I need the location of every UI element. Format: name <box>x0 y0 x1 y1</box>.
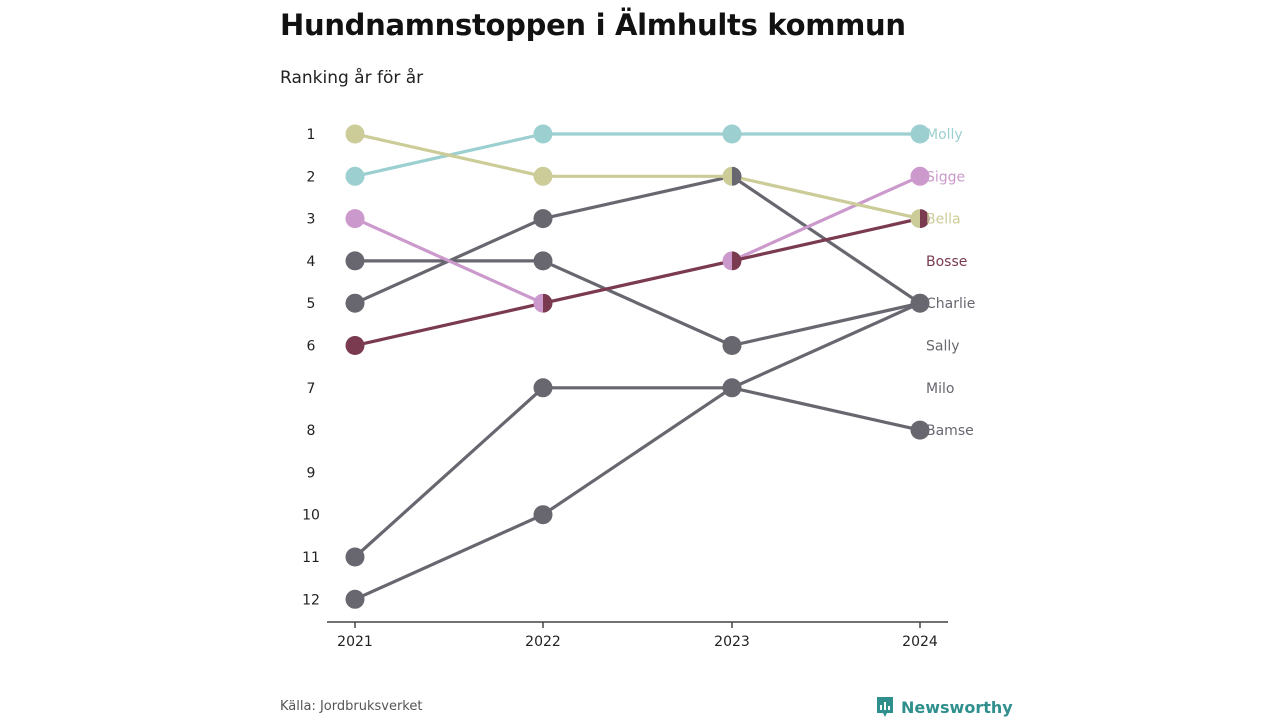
series-line-molly <box>354 132 920 178</box>
series-line-sigge <box>354 174 921 305</box>
series-line-milo <box>354 301 921 601</box>
series-line-sally <box>355 259 921 348</box>
x-tick-label: 2023 <box>714 634 750 650</box>
point-charlie-2024 <box>910 293 930 313</box>
series-label-molly: Molly <box>926 127 963 143</box>
point-bosse-2021 <box>345 336 365 355</box>
point-half-right <box>920 209 930 229</box>
series-label-bosse: Bosse <box>926 254 967 270</box>
point-molly-2021 <box>345 166 365 186</box>
point-half-left <box>533 293 543 313</box>
y-tick-label: 3 <box>307 212 316 228</box>
x-tick-label: 2024 <box>902 634 938 650</box>
y-tick-label: 11 <box>302 550 320 566</box>
point-milo-2021 <box>345 589 365 609</box>
y-tick-label: 2 <box>307 169 316 185</box>
point-sally-2021 <box>345 251 365 271</box>
point-shared-2024-rank-3 <box>910 209 930 229</box>
y-tick-label: 12 <box>302 592 320 608</box>
point-molly-2022 <box>533 124 553 144</box>
x-axis: 2021 2022 2023 2024 <box>327 621 948 650</box>
point-bamse-2021 <box>345 547 365 567</box>
y-tick-label: 6 <box>307 339 316 355</box>
point-sigge-2024 <box>910 166 930 186</box>
point-half-right <box>543 293 553 313</box>
point-half-right <box>732 166 742 186</box>
chart-title: Hundnamnstoppen i Älmhults kommun <box>280 8 906 42</box>
y-tick-label: 1 <box>307 127 316 143</box>
point-charlie-2021 <box>345 293 365 313</box>
point-bamse-2022 <box>533 378 553 398</box>
x-tick-label: 2022 <box>525 634 561 650</box>
point-molly-2023 <box>722 124 742 144</box>
series-line-bamse <box>353 386 921 559</box>
series-line-bosse <box>354 217 921 348</box>
series-label-bamse: Bamse <box>926 423 974 439</box>
y-tick-label: 9 <box>307 465 316 481</box>
series-line-bella <box>354 132 921 221</box>
newsworthy-icon <box>877 697 893 717</box>
x-tick-label: 2021 <box>337 634 373 650</box>
series-labels: Molly Sigge Bella Bosse Charlie Sally Milo Bams… <box>926 127 975 439</box>
series-label-sigge: Sigge <box>926 169 965 185</box>
series-line-charlie <box>354 174 921 305</box>
point-milo-2023 <box>722 378 742 398</box>
point-bamse-2024 <box>910 420 930 440</box>
point-charlie-2022 <box>533 209 553 229</box>
point-shared-2022-rank-5 <box>533 293 553 313</box>
point-milo-2022 <box>533 505 553 525</box>
brand-name: Newsworthy <box>901 697 1013 717</box>
y-tick-label: 10 <box>302 508 320 524</box>
y-tick-label: 7 <box>307 381 316 397</box>
series-label-bella: Bella <box>926 212 961 228</box>
point-half-right <box>732 251 742 271</box>
series-label-sally: Sally <box>926 339 960 355</box>
point-sally-2022 <box>533 251 553 271</box>
point-sigge-2021 <box>345 209 365 229</box>
y-tick-label: 4 <box>307 254 316 270</box>
point-sally-2023 <box>722 336 742 355</box>
point-half-left <box>910 209 920 229</box>
point-half-left <box>722 251 732 271</box>
point-half-left <box>722 166 732 186</box>
y-tick-label: 8 <box>307 423 316 439</box>
point-bella-2021 <box>345 124 365 144</box>
y-tick-label: 5 <box>307 296 316 312</box>
series-lines <box>353 132 921 601</box>
series-label-milo: Milo <box>926 381 954 397</box>
point-shared-2023-rank-2 <box>722 166 742 186</box>
brand-logo[interactable]: Newsworthy <box>875 694 1013 720</box>
source-note: Källa: Jordbruksverket <box>280 699 423 714</box>
series-label-charlie: Charlie <box>926 296 975 312</box>
point-molly-2024 <box>910 124 930 144</box>
point-bella-2022 <box>533 166 553 186</box>
chart-subtitle: Ranking år för år <box>280 68 424 88</box>
series-points <box>345 124 930 609</box>
point-shared-2023-rank-4 <box>722 251 742 271</box>
